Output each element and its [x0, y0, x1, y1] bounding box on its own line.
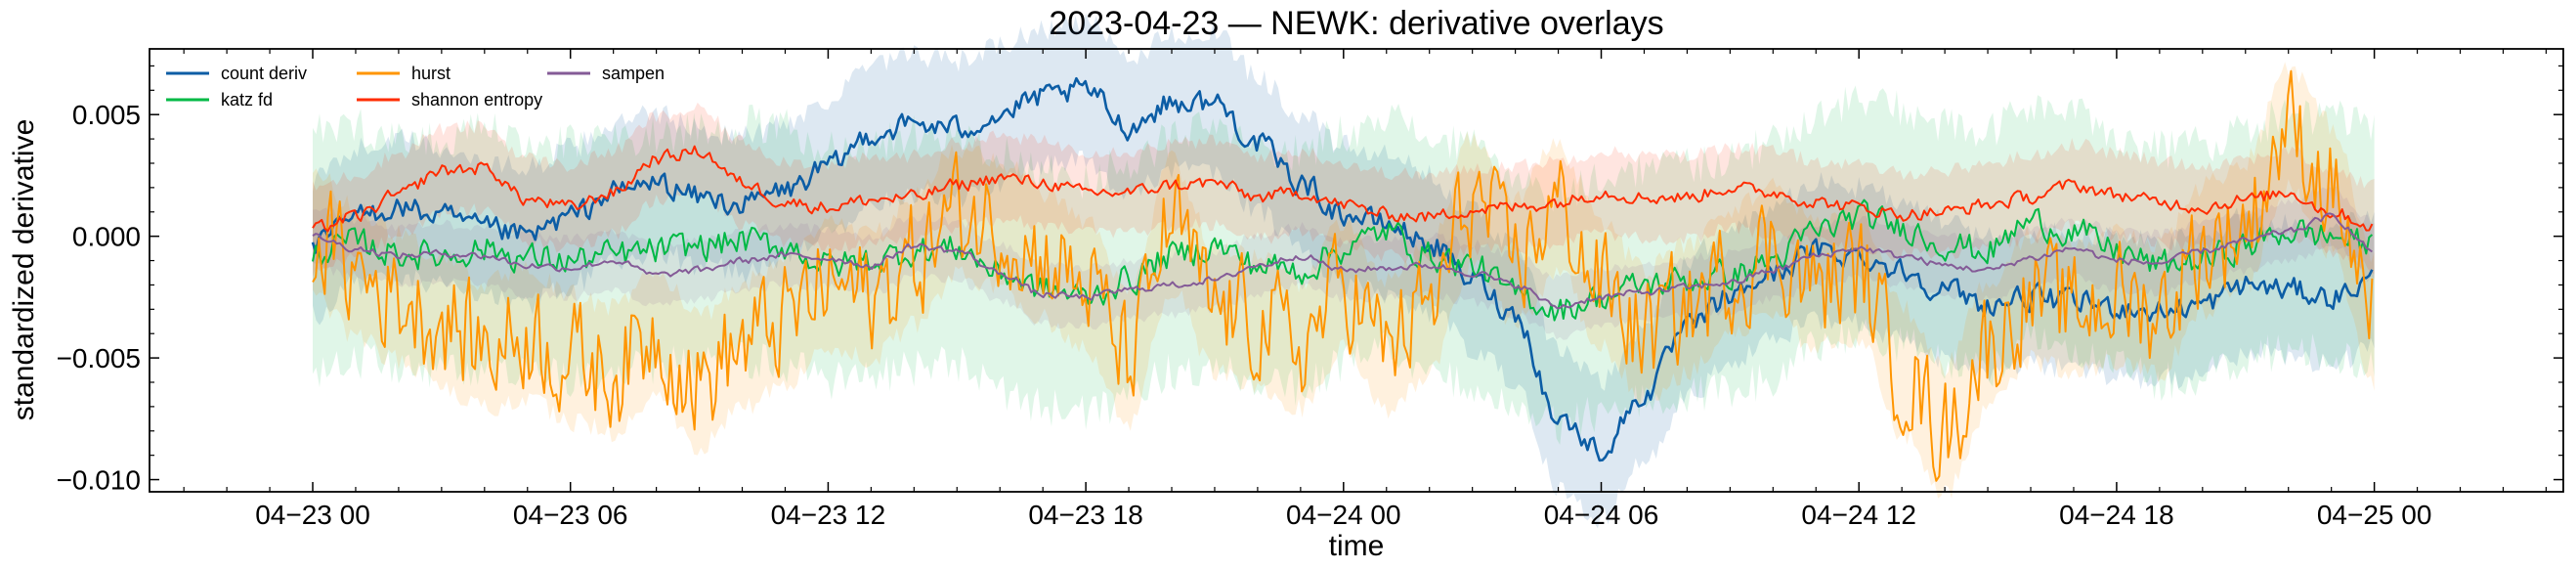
y-ticks: 0.005 0.000 −0.005 −0.010 [57, 65, 2563, 496]
bands-layer [313, 13, 2375, 529]
legend-label-hurst: hurst [411, 64, 451, 83]
x-axis-label: time [1329, 530, 1385, 562]
y-tick-label-0: 0.005 [72, 100, 141, 130]
band-sampen [313, 186, 2375, 340]
legend-label-katz-fd: katz fd [221, 90, 273, 110]
series-line-count-deriv [311, 76, 2374, 462]
plot-frame [149, 48, 2564, 493]
x-ticks: 04−23 00 04−23 06 04−23 12 04−23 18 04−24 00… [183, 49, 2548, 530]
x-tick-label-0: 04−23 00 [255, 500, 370, 530]
y-tick-label-1: 0.000 [72, 222, 141, 252]
band-count-deriv [313, 13, 2375, 529]
x-tick-label-6: 04−24 12 [1801, 500, 1916, 530]
legend-label-shannon-entropy: shannon entropy [411, 90, 542, 110]
legend-label-count-deriv: count deriv [221, 64, 307, 83]
series-line-shannon-entropy [312, 145, 2374, 233]
x-tick-label-1: 04−23 06 [513, 500, 628, 530]
y-axis-label: standardized derivative [8, 119, 40, 421]
x-tick-label-7: 04−24 18 [2059, 500, 2174, 530]
y-tick-label-2: −0.005 [57, 343, 141, 373]
series-line-hurst [312, 69, 2374, 482]
x-tick-label-3: 04−23 18 [1028, 500, 1143, 530]
x-tick-label-4: 04−24 00 [1286, 500, 1401, 530]
band-katz-fd [313, 85, 2375, 445]
band-shannon-entropy [313, 102, 2375, 278]
x-tick-label-8: 04−25 00 [2317, 500, 2432, 530]
y-tick-label-3: −0.010 [57, 465, 141, 496]
legend-label-sampen: sampen [602, 64, 665, 83]
x-tick-label-5: 04−24 06 [1544, 500, 1659, 530]
x-tick-label-2: 04−23 12 [771, 500, 886, 530]
series-line-sampen [312, 212, 2373, 310]
series-layer [311, 69, 2374, 482]
series-line-katz-fd [312, 198, 2374, 322]
legend: count deriv katz fd hurst shannon entropy sa… [166, 64, 665, 110]
chart-title: 2023-04-23 — NEWK: derivative overlays [1049, 5, 1663, 42]
